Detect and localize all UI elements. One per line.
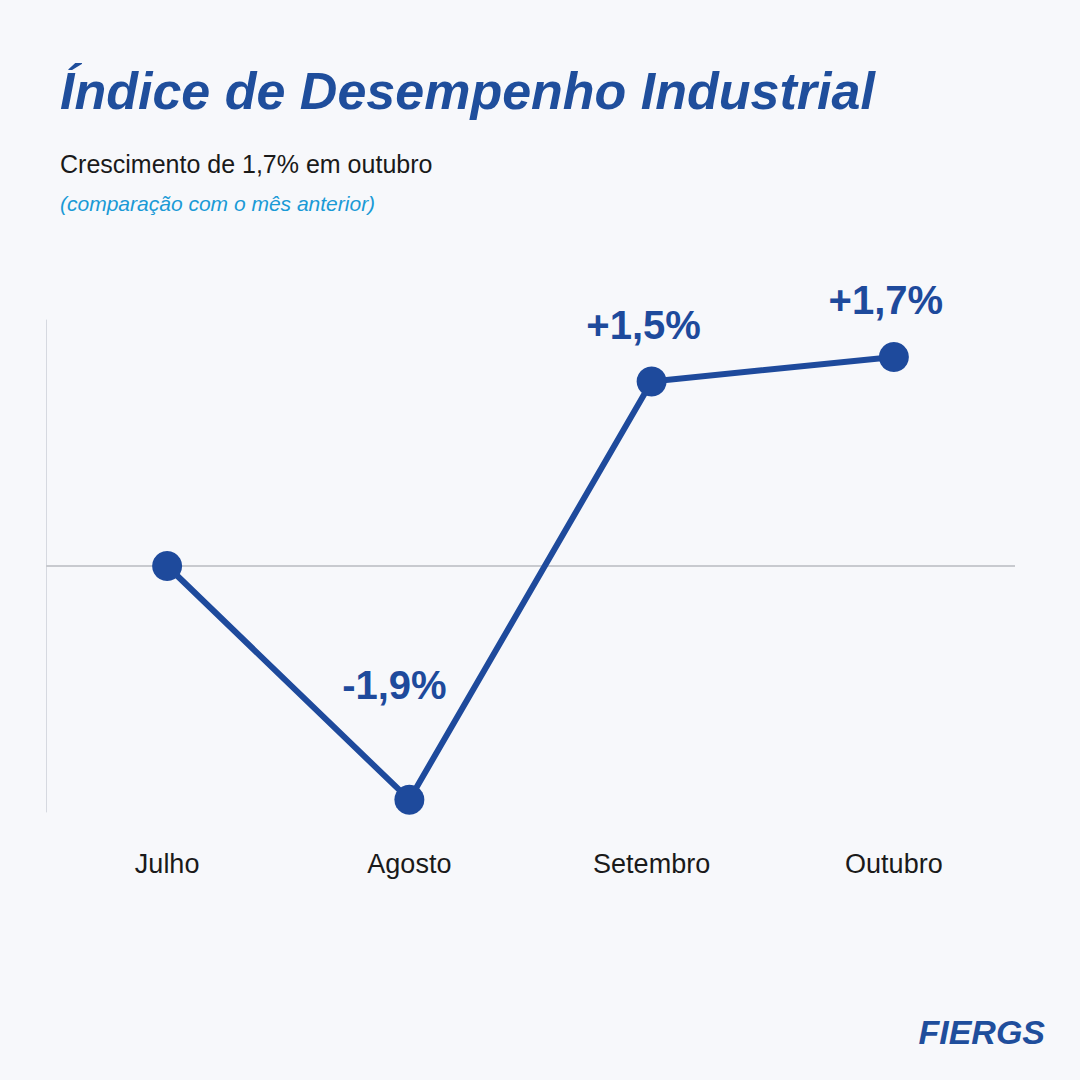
svg-text:Setembro: Setembro bbox=[593, 849, 710, 879]
svg-text:Crescimento de 1,7% em outubro: Crescimento de 1,7% em outubro bbox=[60, 150, 432, 178]
svg-text:Outubro: Outubro bbox=[845, 849, 943, 879]
svg-text:FIERGS: FIERGS bbox=[918, 1013, 1045, 1051]
svg-text:+1,5%: +1,5% bbox=[586, 303, 701, 347]
svg-text:Índice de Desempenho Industria: Índice de Desempenho Industrial bbox=[60, 62, 876, 120]
svg-text:-1,9%: -1,9% bbox=[342, 663, 447, 707]
svg-text:(comparação com o mês anterior: (comparação com o mês anterior) bbox=[60, 192, 375, 215]
svg-text:Agosto: Agosto bbox=[367, 849, 451, 879]
svg-text:Julho: Julho bbox=[135, 849, 200, 879]
svg-text:+1,7%: +1,7% bbox=[829, 278, 944, 322]
